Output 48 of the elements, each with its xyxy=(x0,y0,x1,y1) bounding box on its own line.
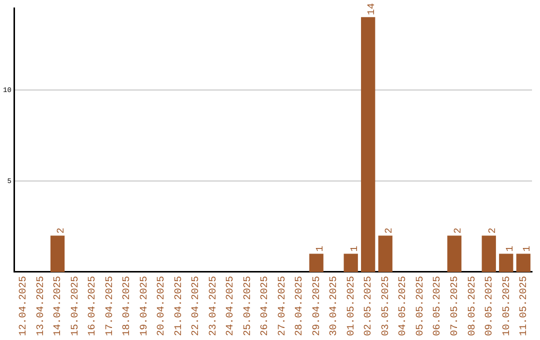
bar xyxy=(50,236,65,272)
x-tick-label: 10.05.2025 xyxy=(502,276,513,336)
x-tick-label: 23.04.2025 xyxy=(208,276,220,336)
x-tick-label: 16.04.2025 xyxy=(88,276,99,336)
x-tick-label: 27.04.2025 xyxy=(277,276,288,336)
data-label: 2 xyxy=(384,228,396,234)
x-tick-label: 08.05.2025 xyxy=(467,276,478,336)
x-tick-label: 21.04.2025 xyxy=(174,276,185,336)
x-tick-label: 01.05.2025 xyxy=(346,276,358,336)
x-tick-label: 18.04.2025 xyxy=(122,276,134,336)
x-tick-label: 17.04.2025 xyxy=(104,276,116,336)
x-tick-label: 24.04.2025 xyxy=(226,276,237,336)
x-tick-label: 30.04.2025 xyxy=(329,276,340,336)
x-tick-label: 06.05.2025 xyxy=(432,276,444,336)
bar xyxy=(378,236,392,272)
bar xyxy=(482,236,496,272)
x-tick-label: 28.04.2025 xyxy=(294,276,306,336)
data-label: 2 xyxy=(56,228,68,234)
x-tick-label: 12.04.2025 xyxy=(18,276,30,336)
x-tick-label: 20.04.2025 xyxy=(156,276,168,336)
data-label: 2 xyxy=(488,228,500,234)
x-tick-label: 09.05.2025 xyxy=(484,276,496,336)
x-tick-label: 15.04.2025 xyxy=(70,276,82,336)
x-tick-label: 04.05.2025 xyxy=(398,276,410,336)
bar xyxy=(516,254,530,272)
x-tick-label: 22.04.2025 xyxy=(191,276,202,336)
x-tick-label: 07.05.2025 xyxy=(450,276,461,336)
data-label: 1 xyxy=(350,246,361,252)
x-tick-label: 11.05.2025 xyxy=(519,276,530,336)
x-tick-label: 05.05.2025 xyxy=(415,276,426,336)
x-tick-label: 14.04.2025 xyxy=(53,276,64,336)
data-label: 1 xyxy=(315,246,326,252)
x-tick-label: 25.04.2025 xyxy=(242,276,254,336)
x-tick-label: 29.04.2025 xyxy=(312,276,323,336)
bar xyxy=(344,254,358,272)
x-tick-label: 26.04.2025 xyxy=(260,276,272,336)
data-label: 14 xyxy=(367,3,378,16)
bar xyxy=(447,236,462,272)
x-tick-label: 13.04.2025 xyxy=(36,276,47,336)
data-label: 2 xyxy=(454,228,464,234)
data-label: 1 xyxy=(505,246,516,252)
bar xyxy=(309,254,324,272)
bar xyxy=(361,17,376,272)
bar xyxy=(499,254,514,272)
data-label: 1 xyxy=(522,246,534,252)
x-tick-label: 03.05.2025 xyxy=(380,276,392,336)
x-tick-label: 19.04.2025 xyxy=(139,276,150,336)
x-tick-label: 02.05.2025 xyxy=(364,276,375,336)
